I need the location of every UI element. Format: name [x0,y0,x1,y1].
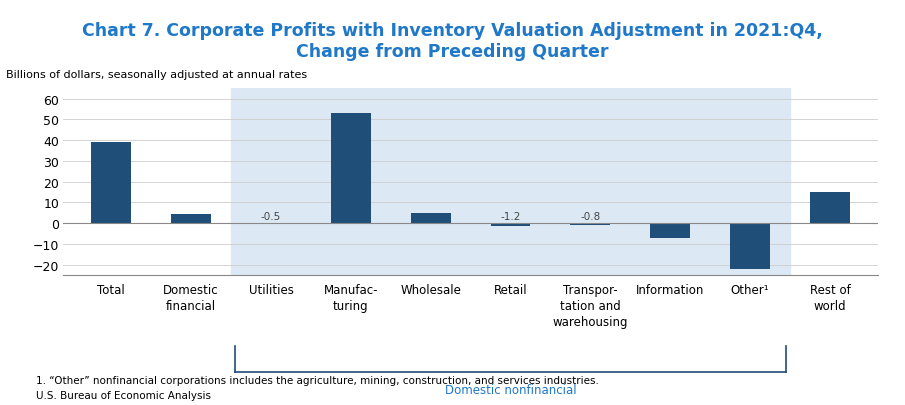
Bar [411,213,451,224]
Bar [251,224,291,225]
Text: -0.5: -0.5 [261,211,281,222]
Bar [91,143,131,224]
Bar [171,214,211,224]
Text: U.S. Bureau of Economic Analysis: U.S. Bureau of Economic Analysis [36,390,211,400]
Text: Billions of dollars, seasonally adjusted at annual rates: Billions of dollars, seasonally adjusted… [6,70,308,80]
Text: Change from Preceding Quarter: Change from Preceding Quarter [296,43,609,60]
Bar [331,114,371,224]
Text: 1. “Other” nonfinancial corporations includes the agriculture, mining, construct: 1. “Other” nonfinancial corporations inc… [36,375,599,385]
Text: Domestic nonfinancial: Domestic nonfinancial [444,384,576,396]
Bar [570,224,610,225]
Text: Chart 7. Corporate Profits with Inventory Valuation Adjustment in 2021:Q4,: Chart 7. Corporate Profits with Inventor… [82,22,823,40]
Bar [651,224,691,238]
Text: -0.8: -0.8 [580,211,601,222]
Bar [491,224,530,226]
Text: -1.2: -1.2 [500,211,520,222]
Bar [810,193,850,224]
Bar [730,224,770,269]
Bar [231,89,790,275]
